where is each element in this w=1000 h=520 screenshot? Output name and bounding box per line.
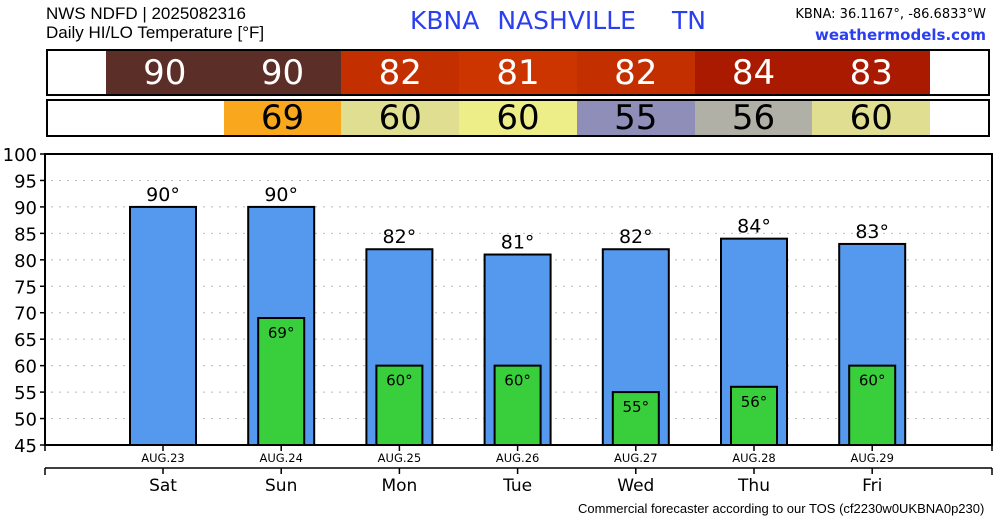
source-line: NWS NDFD | 2025082316 [46, 4, 247, 23]
y-tick-label: 75 [14, 277, 37, 298]
day-label: Sat [149, 476, 177, 496]
y-tick-label: 85 [14, 224, 37, 245]
low-temp-band: 69 60 60 55 56 60 [46, 98, 990, 138]
y-tick-label: 60 [14, 357, 37, 378]
low-band-cell: 60 [341, 98, 460, 138]
high-label: 82° [383, 226, 417, 248]
low-band-cell: 55 [576, 98, 695, 138]
date-label: AUG.28 [732, 451, 775, 465]
date-label: AUG.27 [614, 451, 657, 465]
high-label: 90° [146, 184, 180, 206]
day-label: Thu [737, 476, 770, 496]
low-band-cell: 69 [223, 98, 342, 138]
header-left: NWS NDFD | 2025082316 Daily HI/LO Temper… [46, 4, 264, 42]
date-label: AUG.25 [378, 451, 421, 465]
low-band-cell [105, 101, 224, 135]
plot-frame [44, 153, 993, 446]
station-name: NASHVILLE [497, 6, 636, 35]
low-label: 55° [623, 398, 650, 416]
low-bar [493, 364, 542, 446]
low-band-cell: 60 [812, 98, 931, 138]
date-label: AUG.26 [496, 451, 539, 465]
header-right: KBNA: 36.1167°, -86.6833°W weathermodels… [795, 5, 986, 45]
y-tick-label: 65 [14, 330, 37, 351]
high-label: 90° [264, 184, 298, 206]
low-bar [848, 364, 897, 446]
day-label: Wed [617, 476, 654, 496]
high-bar [129, 205, 197, 446]
date-label: AUG.29 [850, 451, 893, 465]
low-band-cell: 56 [694, 98, 813, 138]
station-coords: KBNA: 36.1167°, -86.6833°W [795, 7, 986, 22]
y-tick-label: 45 [14, 436, 37, 457]
day-label: Sun [265, 476, 297, 496]
y-tick-label: 50 [14, 410, 37, 431]
day-label: Fri [862, 476, 882, 496]
y-tick-label: 80 [14, 251, 37, 272]
high-label: 82° [619, 226, 653, 248]
high-band-cell: 81 [459, 51, 577, 94]
low-label: 69° [268, 324, 295, 342]
low-band-cell: 60 [459, 98, 577, 138]
high-label: 84° [737, 216, 771, 238]
y-tick-label: 95 [14, 171, 37, 192]
high-band-cell: 90 [223, 51, 342, 94]
low-bar [611, 391, 660, 447]
station-id: KBNA [410, 6, 480, 35]
low-bar [375, 364, 424, 446]
date-label: AUG.23 [141, 451, 184, 465]
site-link[interactable]: weathermodels.com [814, 26, 986, 44]
y-tick-label: 55 [14, 383, 37, 404]
high-band-cell: 90 [105, 51, 224, 94]
chart-subtitle: Daily HI/LO Temperature [°F] [46, 23, 265, 42]
y-tick-label: 70 [14, 304, 37, 325]
low-bar [257, 317, 306, 447]
low-label: 60° [386, 372, 413, 390]
low-label: 56° [741, 393, 768, 411]
high-label: 83° [855, 221, 889, 243]
y-tick-label: 100 [3, 145, 37, 166]
high-band-cell: 83 [812, 51, 931, 94]
station-title: KBNA NASHVILLE TN [410, 6, 724, 35]
high-band-cell: 84 [694, 51, 813, 94]
high-label: 81° [501, 232, 535, 254]
high-band-cell: 82 [576, 51, 695, 94]
date-label: AUG.24 [259, 451, 302, 465]
y-tick-label: 90 [14, 198, 37, 219]
day-label: Tue [502, 476, 532, 496]
day-label: Mon [381, 476, 417, 496]
high-temp-band: 90 90 82 81 82 84 83 [46, 49, 990, 96]
low-label: 60° [859, 372, 886, 390]
low-label: 60° [504, 372, 531, 390]
station-state: TN [671, 6, 706, 35]
high-band-cell: 82 [341, 51, 460, 94]
footer-note: Commercial forecaster according to our T… [578, 501, 985, 516]
